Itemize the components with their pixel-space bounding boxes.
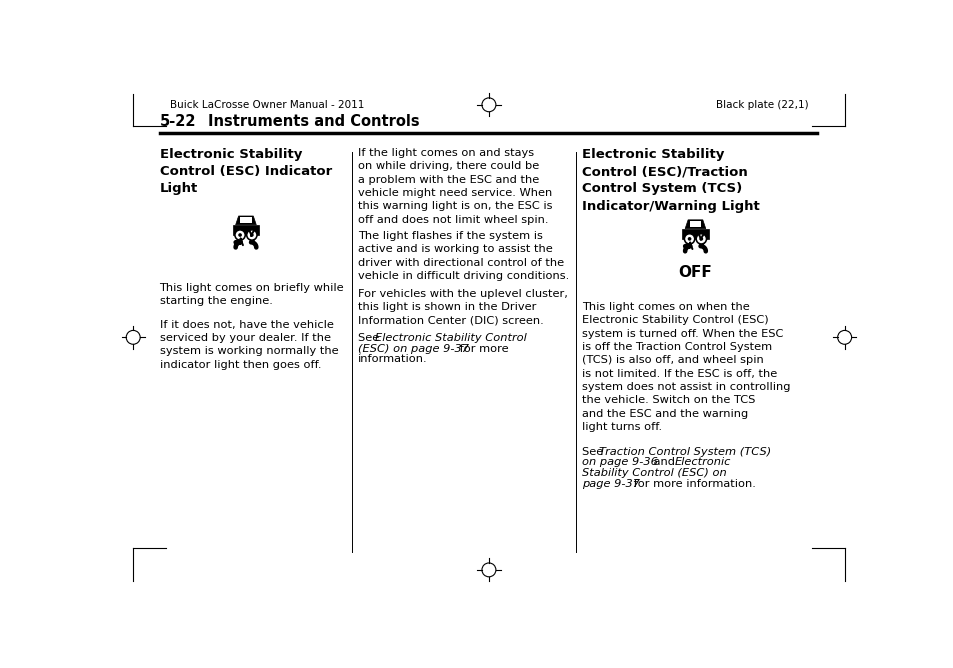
Text: For vehicles with the uplevel cluster,
this light is shown in the Driver
Informa: For vehicles with the uplevel cluster, t… xyxy=(357,289,567,325)
Text: Black plate (22,1): Black plate (22,1) xyxy=(715,100,807,110)
Text: This light comes on briefly while
starting the engine.: This light comes on briefly while starti… xyxy=(159,283,344,306)
Circle shape xyxy=(250,233,253,237)
Polygon shape xyxy=(684,220,705,228)
Text: (ESC) on page 9-37: (ESC) on page 9-37 xyxy=(357,343,469,353)
Circle shape xyxy=(699,237,702,240)
Text: See: See xyxy=(581,447,606,457)
Text: This light comes on when the
Electronic Stability Control (ESC)
system is turned: This light comes on when the Electronic … xyxy=(581,302,790,432)
Text: Instruments and Controls: Instruments and Controls xyxy=(208,114,419,130)
Text: for more information.: for more information. xyxy=(629,479,755,489)
Text: Electronic Stability
Control (ESC) Indicator
Light: Electronic Stability Control (ESC) Indic… xyxy=(159,148,332,195)
Circle shape xyxy=(234,230,245,240)
Text: Electronic: Electronic xyxy=(674,458,731,468)
Polygon shape xyxy=(233,224,259,235)
Text: Electronic Stability
Control (ESC)/Traction
Control System (TCS)
Indicator/Warni: Electronic Stability Control (ESC)/Tract… xyxy=(581,148,759,212)
Text: The light flashes if the system is
active and is working to assist the
driver wi: The light flashes if the system is activ… xyxy=(357,231,569,281)
Circle shape xyxy=(687,237,691,240)
Text: 5-22: 5-22 xyxy=(159,114,196,130)
Bar xyxy=(240,218,252,223)
Text: Traction Control System (TCS): Traction Control System (TCS) xyxy=(598,447,770,457)
Text: information.: information. xyxy=(357,354,427,364)
Text: and: and xyxy=(649,458,678,468)
Text: for more: for more xyxy=(456,343,508,353)
Text: page 9-37: page 9-37 xyxy=(581,479,639,489)
Text: If the light comes on and stays
on while driving, there could be
a problem with : If the light comes on and stays on while… xyxy=(357,148,552,224)
Text: Buick LaCrosse Owner Manual - 2011: Buick LaCrosse Owner Manual - 2011 xyxy=(170,100,364,110)
Text: Electronic Stability Control: Electronic Stability Control xyxy=(375,333,526,343)
Circle shape xyxy=(683,234,694,244)
Bar xyxy=(689,221,700,227)
Text: OFF: OFF xyxy=(678,265,712,280)
Circle shape xyxy=(696,234,706,244)
Text: on page 9-36: on page 9-36 xyxy=(581,458,658,468)
Text: See: See xyxy=(357,333,382,343)
Polygon shape xyxy=(235,216,256,224)
Text: Stability Control (ESC) on: Stability Control (ESC) on xyxy=(581,468,726,478)
Circle shape xyxy=(238,233,242,237)
Circle shape xyxy=(247,230,256,240)
Polygon shape xyxy=(681,228,708,239)
Text: If it does not, have the vehicle
serviced by your dealer. If the
system is worki: If it does not, have the vehicle service… xyxy=(159,319,337,369)
